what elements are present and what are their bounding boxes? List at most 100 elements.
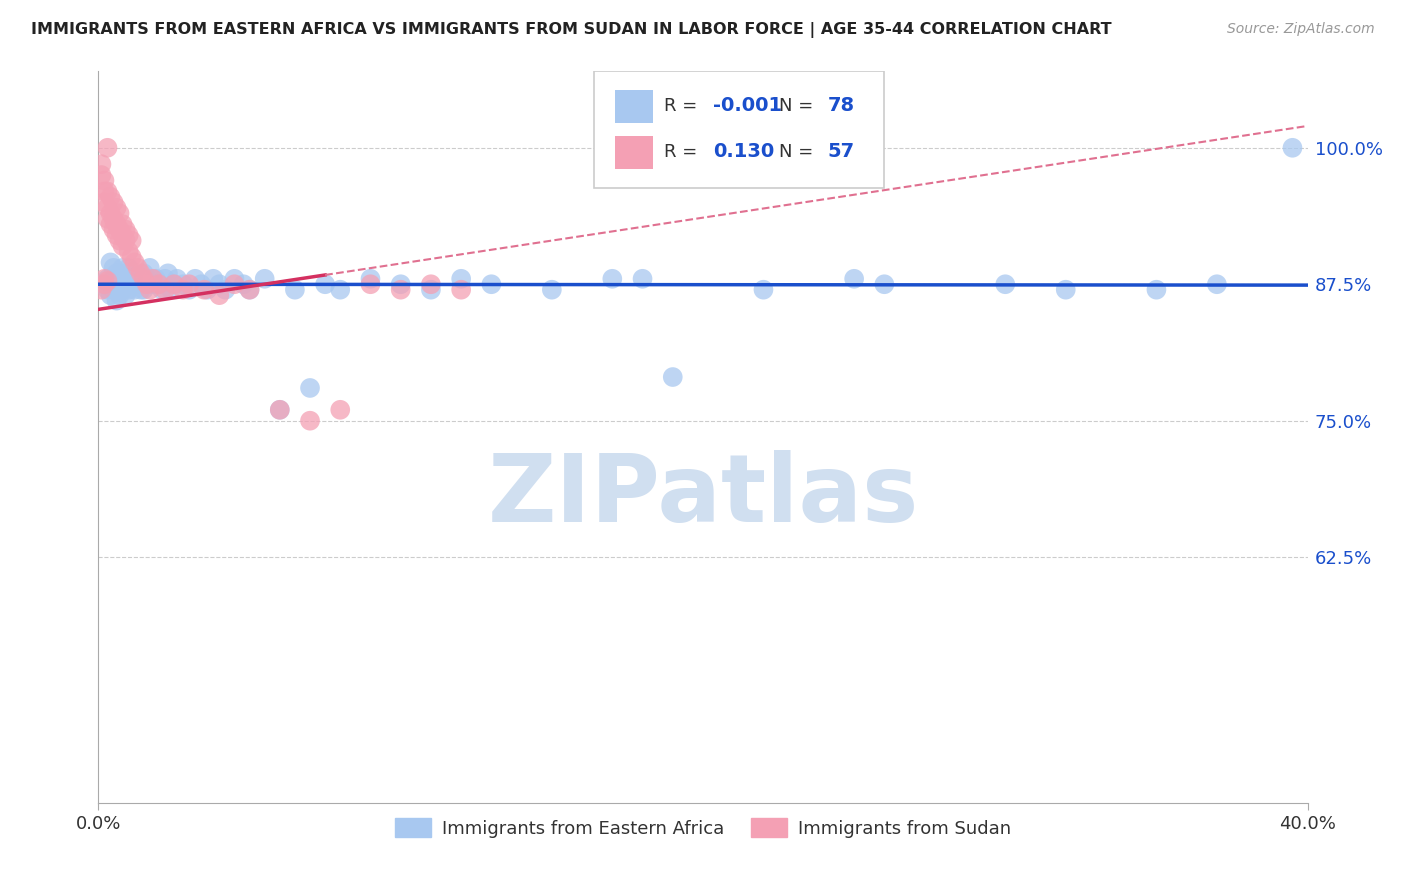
Point (314, 277, 336, 292)
Point (145, 272, 167, 286)
Point (118, 244, 141, 259)
Point (389, 283, 412, 297)
Legend: Immigrants from Eastern Africa, Immigrants from Sudan: Immigrants from Eastern Africa, Immigran… (388, 811, 1018, 845)
Point (114, 234, 136, 248)
Point (124, 283, 146, 297)
Point (96, 141, 118, 155)
Point (163, 277, 186, 292)
Point (105, 201, 128, 215)
Point (1281, 141, 1303, 155)
Point (139, 260, 162, 275)
Point (253, 272, 276, 286)
Point (108, 234, 131, 248)
Point (195, 283, 218, 297)
Point (481, 277, 503, 292)
Point (103, 272, 125, 286)
FancyBboxPatch shape (595, 71, 884, 188)
Point (121, 250, 143, 264)
Point (118, 272, 141, 286)
Point (127, 277, 149, 292)
Point (93, 272, 115, 286)
Point (269, 402, 291, 417)
Point (121, 277, 143, 292)
Point (752, 283, 775, 297)
Point (100, 255, 122, 269)
Point (108, 206, 131, 220)
Text: R =: R = (664, 143, 697, 161)
Point (114, 277, 136, 292)
Point (224, 277, 246, 292)
Point (284, 283, 307, 297)
Point (153, 283, 176, 297)
Point (132, 283, 155, 297)
Point (208, 277, 231, 292)
Point (389, 277, 412, 292)
Point (540, 283, 562, 297)
Point (193, 283, 215, 297)
Point (224, 272, 246, 286)
Point (214, 283, 236, 297)
Point (111, 283, 134, 297)
Point (103, 195, 125, 210)
Point (132, 272, 155, 286)
Point (661, 370, 683, 384)
Text: N =: N = (779, 143, 814, 161)
Point (232, 277, 254, 292)
Point (129, 283, 152, 297)
Point (139, 283, 162, 297)
Point (420, 283, 443, 297)
Point (156, 266, 179, 280)
Point (269, 402, 291, 417)
Point (103, 211, 125, 226)
Point (96, 185, 118, 199)
Point (329, 402, 352, 417)
Text: R =: R = (664, 96, 697, 115)
Point (873, 277, 896, 292)
Point (90, 283, 112, 297)
Point (153, 272, 176, 286)
Point (166, 272, 188, 286)
Text: IMMIGRANTS FROM EASTERN AFRICA VS IMMIGRANTS FROM SUDAN IN LABOR FORCE | AGE 35-: IMMIGRANTS FROM EASTERN AFRICA VS IMMIGR… (31, 22, 1112, 38)
Point (111, 239, 134, 253)
Point (124, 277, 146, 292)
Point (142, 277, 165, 292)
Point (111, 217, 134, 231)
Point (129, 266, 152, 280)
Point (100, 206, 122, 220)
Point (239, 283, 262, 297)
Point (96, 283, 118, 297)
Text: -0.001: -0.001 (713, 96, 782, 115)
Point (118, 260, 141, 275)
Point (90, 168, 112, 182)
Text: 78: 78 (828, 96, 855, 115)
Point (100, 190, 122, 204)
Point (118, 228, 141, 243)
Point (111, 228, 134, 243)
Point (150, 283, 173, 297)
Point (93, 195, 115, 210)
Point (420, 277, 443, 292)
Bar (614, 136, 654, 169)
Point (108, 277, 131, 292)
Point (100, 217, 122, 231)
Point (93, 185, 115, 199)
Point (93, 277, 115, 292)
Point (121, 272, 143, 286)
Point (127, 272, 149, 286)
Point (360, 277, 382, 292)
Point (127, 260, 149, 275)
Point (105, 217, 128, 231)
Point (103, 260, 125, 275)
Point (96, 274, 118, 288)
Point (132, 266, 155, 280)
Point (124, 255, 146, 269)
Point (103, 222, 125, 236)
Point (105, 277, 128, 292)
Point (179, 283, 201, 297)
Point (121, 234, 143, 248)
Point (148, 277, 170, 292)
Point (1054, 283, 1077, 297)
Point (994, 277, 1017, 292)
Point (208, 288, 231, 302)
Point (329, 283, 352, 297)
